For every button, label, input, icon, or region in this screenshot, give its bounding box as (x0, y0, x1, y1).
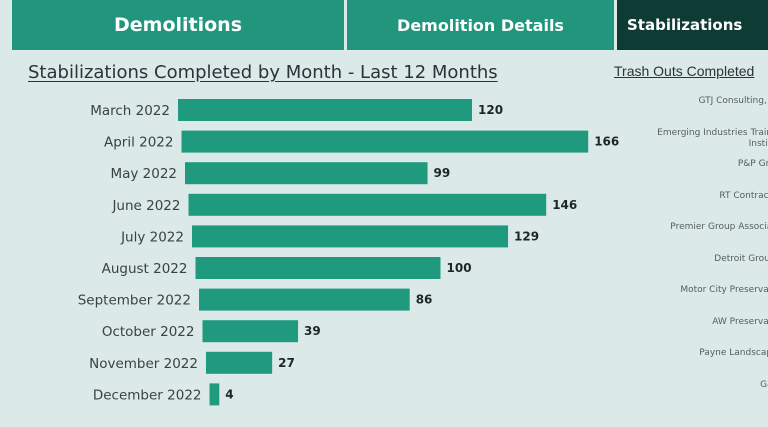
bar (195, 257, 441, 279)
data-label: 4 (225, 387, 233, 401)
data-label: 99 (434, 166, 451, 180)
vendor-label: P&P Group (737, 159, 768, 169)
bar (178, 99, 472, 121)
bar (185, 162, 428, 185)
category-label: March 2022 (90, 103, 170, 119)
vendor-label: Emerging Industries Training Institute (657, 127, 768, 149)
tab-label: Demolition Details (397, 15, 564, 35)
bar (206, 351, 273, 374)
bar (199, 288, 410, 311)
category-label: May 2022 (110, 166, 177, 182)
category-label: October 2022 (102, 324, 195, 340)
tab-label: Demolitions (113, 14, 243, 36)
vendor-label: Motor City Preservation (680, 285, 768, 295)
data-label: 100 (447, 261, 472, 275)
data-label: 120 (478, 103, 503, 117)
tab-stabilizations[interactable]: Stabilizations (617, 0, 768, 50)
vendor-label: GTJ Consulting, LLC (698, 96, 768, 106)
tab-demolitions[interactable]: Demolitions (12, 0, 344, 50)
vendor-label: Premier Group Associates (670, 222, 768, 232)
data-label: 146 (552, 198, 577, 212)
vendor-label: Detroit Grounds (714, 253, 768, 264)
category-label: August 2022 (102, 261, 188, 277)
tab-label: Stabilizations (627, 16, 743, 34)
bar (188, 193, 547, 216)
trash-outs-title: Trash Outs Completed (614, 63, 755, 79)
trash-outs-vendor-list: GTJ Consulting, LLC Emerging Industries T… (620, 90, 768, 427)
data-label: 166 (594, 135, 619, 149)
tab-bar: Demolitions Demolition Details Stabiliza… (0, 0, 768, 50)
bar (209, 383, 220, 406)
bar (192, 225, 509, 248)
category-label: December 2022 (93, 387, 202, 403)
category-label: July 2022 (120, 229, 184, 245)
vendor-label: Payne Landscaping (699, 348, 768, 358)
category-label: September 2022 (78, 293, 191, 309)
category-label: April 2022 (104, 135, 174, 151)
stabilizations-bar-chart: March 2022 120 April 2022 166 May 2022 99 June… (78, 99, 619, 406)
data-label: 39 (304, 324, 321, 338)
data-label: 129 (514, 229, 539, 243)
tab-demolition-details[interactable]: Demolition Details (347, 0, 614, 50)
bar (202, 320, 299, 343)
category-label: November 2022 (89, 356, 198, 372)
bar (181, 130, 589, 153)
data-label: 86 (416, 293, 433, 307)
vendor-label: AW Preservation (712, 316, 768, 327)
category-label: June 2022 (111, 198, 180, 214)
vendor-label: RT Contracting (719, 190, 768, 201)
vendor-label: Gayle (760, 379, 768, 390)
chart-title: Stabilizations Completed by Month - Last… (28, 62, 498, 83)
data-label: 27 (278, 356, 295, 370)
